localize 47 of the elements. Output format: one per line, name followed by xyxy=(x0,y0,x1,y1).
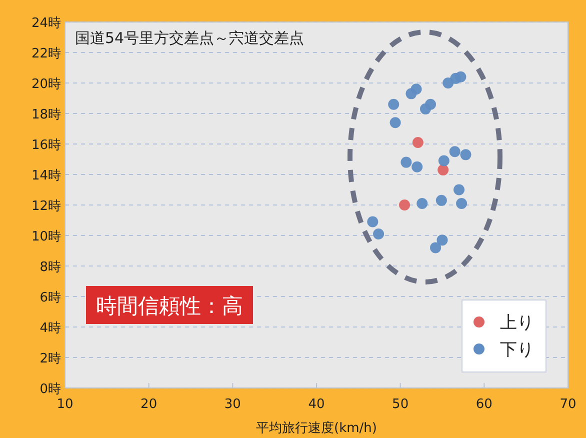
text: 国道54号里方交差点～宍道交差点 xyxy=(75,29,304,47)
x-tick-label: 50 xyxy=(392,397,409,412)
point xyxy=(436,194,447,206)
point xyxy=(436,234,448,246)
y-tick-label: 0時 xyxy=(40,382,61,397)
y-tick-label: 16時 xyxy=(31,138,61,153)
x-tick-label: 40 xyxy=(308,397,325,412)
point xyxy=(400,156,412,168)
x-tick-label: 30 xyxy=(224,397,241,412)
point xyxy=(454,184,465,196)
point xyxy=(430,242,442,254)
y-tick-label: 22時 xyxy=(31,46,61,62)
y-tick-label: 10時 xyxy=(31,230,61,244)
y-tick-label: 12時 xyxy=(31,199,61,214)
x-tick-label: 10 xyxy=(56,397,74,412)
point xyxy=(410,84,422,95)
annotation: 時間信頼性：高 xyxy=(96,294,243,318)
legend-label: 上り xyxy=(500,313,534,333)
x-axis-title: 平均旅行速度(km/h) xyxy=(256,420,377,436)
point xyxy=(390,117,401,128)
point xyxy=(416,198,428,209)
point xyxy=(412,161,423,172)
point xyxy=(373,228,384,240)
point xyxy=(438,155,450,166)
y-tick-label: 8時 xyxy=(40,260,61,275)
x-tick-label: 20 xyxy=(140,397,158,412)
y-tick-label: 20時 xyxy=(31,77,61,92)
y-tick-label: 6時 xyxy=(40,290,61,306)
point xyxy=(425,98,436,110)
y-tick-label: 14時 xyxy=(31,168,61,184)
point xyxy=(412,136,424,148)
y-tick-label: 18時 xyxy=(31,108,61,122)
point xyxy=(456,198,468,209)
point xyxy=(399,200,410,210)
point xyxy=(388,98,400,110)
y-tick-label: 2時 xyxy=(40,352,61,366)
point xyxy=(367,216,378,228)
point xyxy=(449,146,460,158)
y-tick-label: 4時 xyxy=(40,321,61,336)
y-tick-label: 24時 xyxy=(31,16,61,31)
point xyxy=(455,71,466,82)
point xyxy=(438,164,449,176)
point xyxy=(460,149,472,160)
legend-label: 下り xyxy=(500,340,534,360)
x-tick-label: 60 xyxy=(476,397,492,412)
point xyxy=(442,78,454,88)
x-tick-label: 70 xyxy=(560,397,576,412)
